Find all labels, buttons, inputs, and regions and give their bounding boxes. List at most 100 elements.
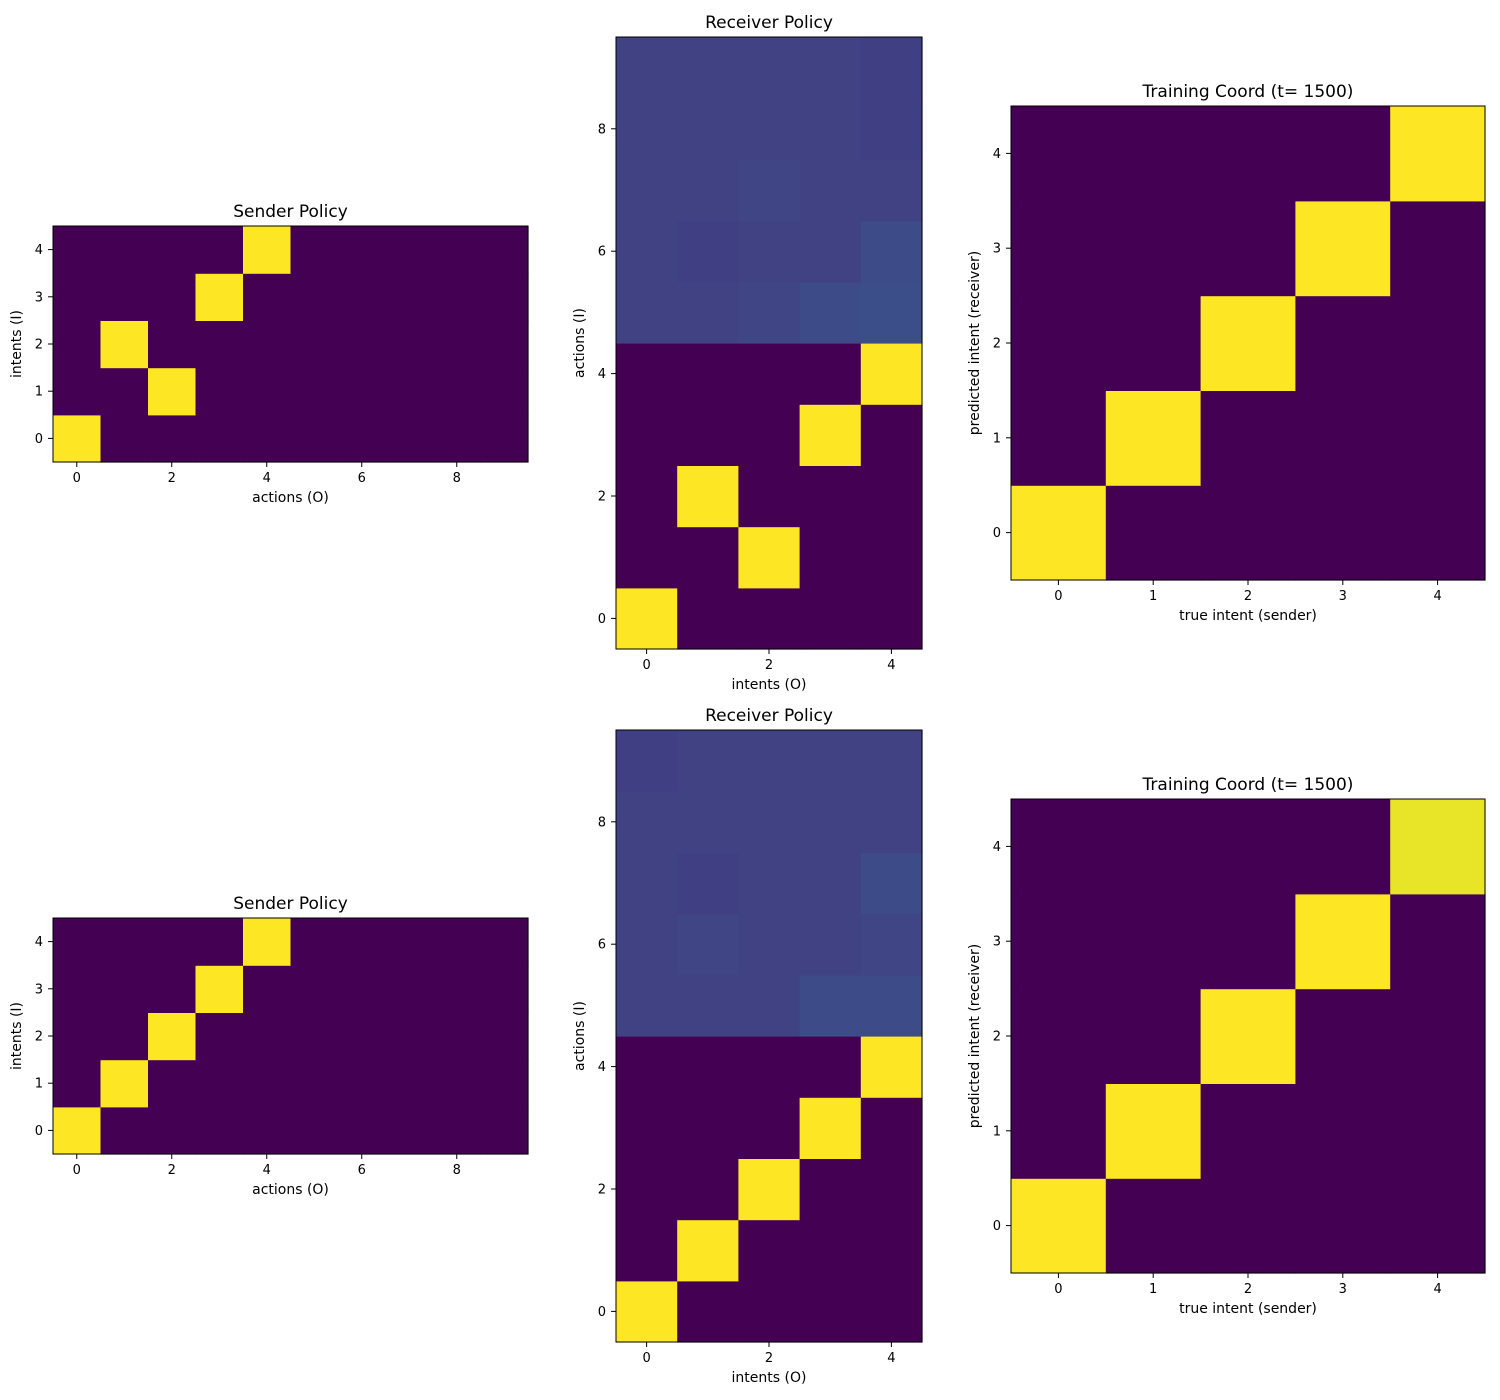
heatmap-cell: [616, 1158, 678, 1221]
heatmap-cell: [1105, 295, 1202, 391]
heatmap-cell: [1011, 485, 1107, 581]
heatmap-cell: [1295, 106, 1391, 202]
heatmap-cell: [290, 414, 339, 463]
heatmap-cell: [1390, 390, 1486, 486]
heatmap-cell: [385, 226, 434, 274]
x-axis-label: true intent (sender): [1179, 1301, 1317, 1317]
heatmap-cell: [738, 1158, 801, 1221]
heatmap-cell: [338, 1106, 387, 1155]
heatmap-cell: [738, 730, 801, 792]
x-tick-label: 2: [168, 471, 176, 486]
heatmap-cell: [799, 1097, 862, 1159]
heatmap-cell: [480, 965, 529, 1013]
heatmap-cell: [860, 587, 923, 650]
heatmap-cell: [799, 98, 862, 160]
heatmap-cell: [243, 965, 292, 1013]
heatmap-cell: [243, 414, 292, 463]
heatmap-cell: [738, 791, 801, 853]
heatmap-cell: [677, 159, 739, 222]
heatmap-cell: [677, 587, 739, 650]
heatmap-cell: [243, 367, 292, 416]
x-axis-label: intents (O): [732, 1370, 807, 1386]
heatmap-cell: [290, 273, 339, 321]
heatmap-cell: [677, 1280, 739, 1343]
heatmap-cell: [53, 1059, 102, 1108]
x-tick-label: 3: [1339, 589, 1347, 604]
heatmap-cell: [195, 1106, 244, 1155]
heatmap-cell: [1390, 988, 1486, 1084]
heatmap-cell: [195, 320, 244, 369]
heatmap-cell: [616, 852, 678, 915]
heatmap-cells: [53, 918, 529, 1155]
heatmap-cell: [243, 1012, 292, 1061]
heatmap-cell: [1011, 200, 1107, 297]
x-axis-label: actions (O): [252, 490, 329, 506]
heatmap-cell: [738, 465, 801, 528]
heatmap-cell: [480, 918, 529, 966]
heatmap-cell: [433, 367, 482, 416]
heatmap-cell: [1105, 200, 1202, 297]
heatmap-cell: [799, 913, 862, 976]
y-tick-label: 4: [993, 840, 1001, 855]
heatmap-cell: [243, 226, 292, 274]
heatmap-cell: [243, 1059, 292, 1108]
heatmap-cell: [1105, 988, 1202, 1084]
x-tick-label: 4: [1433, 589, 1441, 604]
heatmap-cell: [433, 1106, 482, 1155]
x-tick-label: 3: [1339, 1282, 1347, 1297]
heatmap-cell: [290, 226, 339, 274]
y-tick-label: 1: [993, 431, 1001, 446]
heatmap-cell: [677, 98, 739, 160]
heatmap-cell: [148, 1106, 197, 1155]
x-tick-label: 2: [1244, 1282, 1252, 1297]
y-tick-label: 2: [598, 490, 606, 505]
x-tick-label: 0: [642, 658, 650, 673]
heatmap-cell: [738, 37, 801, 99]
x-tick-label: 4: [887, 658, 895, 673]
heatmap-cell: [616, 587, 678, 650]
y-tick-label: 3: [35, 982, 43, 997]
y-tick-label: 4: [35, 935, 43, 950]
heatmap-cell: [1295, 1083, 1391, 1179]
heatmap-cell: [738, 1036, 801, 1098]
heatmap-cell: [738, 1280, 801, 1343]
heatmap-cell: [616, 159, 678, 222]
heatmap-cell: [100, 918, 149, 966]
heatmap-cell: [738, 159, 801, 222]
heatmap-cell: [1390, 106, 1486, 202]
heatmap-cell: [677, 974, 739, 1037]
heatmap-cell: [799, 1280, 862, 1343]
heatmap-cell: [433, 273, 482, 321]
heatmap-cell: [799, 730, 862, 792]
heatmap-cell: [860, 1097, 923, 1159]
heatmap-cell: [1011, 295, 1107, 391]
y-tick-label: 3: [993, 242, 1001, 257]
x-axis-label: actions (O): [252, 1182, 329, 1198]
heatmap-cell: [1390, 1178, 1486, 1274]
heatmap-cell: [860, 852, 923, 915]
heatmap-cell: [338, 1059, 387, 1108]
heatmap-cell: [385, 320, 434, 369]
heatmap-cell: [1295, 799, 1391, 895]
heatmap-cell: [738, 98, 801, 160]
y-tick-label: 3: [35, 290, 43, 305]
heatmap-cell: [1105, 1083, 1202, 1179]
heatmap-cell: [338, 918, 387, 966]
x-tick-label: 1: [1149, 589, 1157, 604]
heatmap-cell: [195, 367, 244, 416]
heatmap-cell: [100, 1106, 149, 1155]
heatmap-cell: [616, 791, 678, 853]
y-axis-label: intents (I): [9, 1002, 25, 1070]
y-tick-label: 1: [993, 1124, 1001, 1139]
heatmap-cell: [338, 273, 387, 321]
heatmap-cell: [195, 1012, 244, 1061]
heatmap-cell: [677, 404, 739, 466]
heatmap-cell: [738, 526, 801, 589]
heatmap-cells: [616, 37, 923, 650]
heatmap-cell: [677, 1219, 739, 1282]
heatmap-cell: [480, 1059, 529, 1108]
y-tick-label: 0: [35, 1124, 43, 1139]
heatmap-cell: [677, 791, 739, 853]
heatmap-cells: [616, 730, 923, 1343]
heatmap-cell: [338, 320, 387, 369]
